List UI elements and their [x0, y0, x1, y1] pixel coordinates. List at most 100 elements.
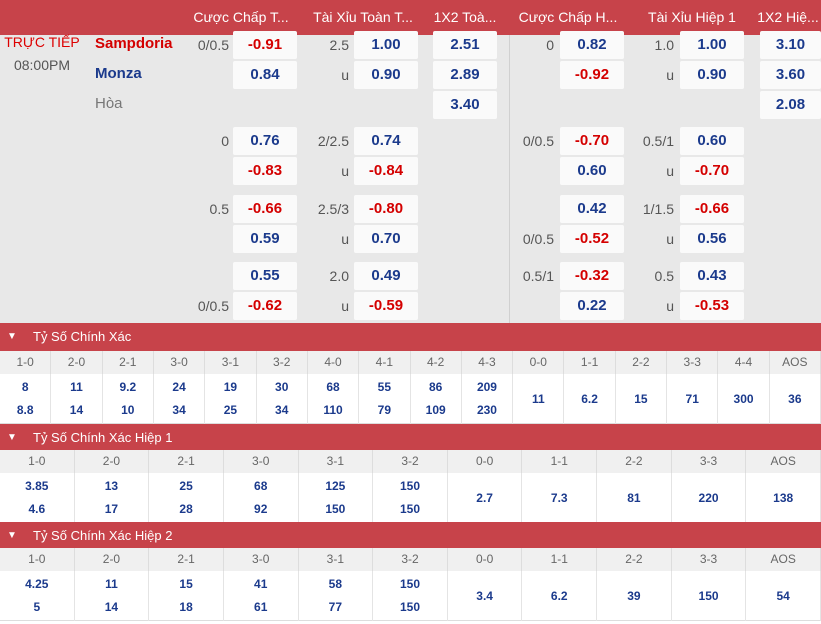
score-odds-cell[interactable]: 11 14 — [75, 571, 150, 621]
odds-value-home[interactable]: 58 — [328, 577, 343, 591]
odds-value-away[interactable]: 61 — [254, 600, 268, 614]
odds-value-away[interactable]: 150 — [399, 600, 420, 614]
odds-cell[interactable]: 0.43 — [680, 262, 744, 290]
odds-cell[interactable]: 0.76 — [233, 127, 297, 155]
score-odds-cell[interactable]: 68 110 — [308, 374, 360, 424]
odds-value-home[interactable]: 9.2 — [119, 380, 137, 394]
odds-value-away[interactable]: 92 — [254, 502, 268, 516]
home-team[interactable]: Sampdoria — [95, 35, 173, 52]
odds-value-away[interactable]: 14 — [104, 600, 119, 614]
odds-value-home[interactable]: 125 — [325, 479, 346, 493]
section-correct-score[interactable]: ▼ Tỷ Số Chính Xác — [0, 323, 821, 351]
odds-cell[interactable]: -0.91 — [233, 31, 297, 59]
odds-value[interactable]: 6.2 — [581, 392, 598, 406]
odds-cell[interactable]: 3.10 — [760, 31, 821, 59]
odds-value[interactable]: 11 — [531, 392, 545, 406]
odds-cell[interactable]: 3.60 — [760, 61, 821, 89]
odds-value[interactable]: 2.7 — [476, 491, 493, 505]
score-odds-cell[interactable]: 41 61 — [224, 571, 299, 621]
odds-cell[interactable]: 3.40 — [433, 91, 497, 119]
score-odds-cell[interactable]: 30 34 — [257, 374, 308, 424]
odds-value-away[interactable]: 34 — [172, 403, 186, 417]
score-odds-cell[interactable]: 150 — [672, 571, 747, 621]
odds-value-home[interactable]: 11 — [70, 380, 83, 394]
odds-value[interactable]: 3.4 — [476, 589, 493, 603]
score-odds-cell[interactable]: 125 150 — [299, 473, 374, 523]
odds-cell[interactable]: 0.56 — [680, 225, 744, 253]
odds-cell[interactable]: 0.70 — [354, 225, 418, 253]
odds-value-home[interactable]: 19 — [223, 380, 238, 394]
odds-cell[interactable]: 2.89 — [433, 61, 497, 89]
odds-value-home[interactable]: 24 — [172, 380, 186, 394]
odds-value-away[interactable]: 34 — [275, 403, 289, 417]
odds-cell[interactable]: -0.92 — [560, 61, 624, 89]
odds-value[interactable]: 71 — [685, 392, 699, 406]
score-odds-cell[interactable]: 15 18 — [149, 571, 224, 621]
odds-cell[interactable]: -0.32 — [560, 262, 624, 290]
odds-value-away[interactable]: 18 — [179, 600, 193, 614]
odds-value-home[interactable]: 13 — [104, 479, 119, 493]
score-odds-cell[interactable]: 3.4 — [448, 571, 523, 621]
odds-cell[interactable]: 0.90 — [680, 61, 744, 89]
col-handicap-ft[interactable]: Cược Chấp T... — [193, 9, 289, 25]
section-correct-score-h2[interactable]: ▼ Tỷ Số Chính Xác Hiệp 2 — [0, 522, 821, 550]
odds-value[interactable]: 300 — [733, 392, 754, 406]
odds-cell[interactable]: 2.08 — [760, 91, 821, 119]
odds-value[interactable]: 6.2 — [550, 589, 568, 603]
odds-cell[interactable]: -0.83 — [233, 157, 297, 185]
score-odds-cell[interactable]: 8 8.8 — [0, 374, 52, 424]
odds-value-away[interactable]: 8.8 — [16, 403, 34, 417]
score-odds-cell[interactable]: 3.85 4.6 — [0, 473, 75, 523]
odds-cell[interactable]: 1.00 — [354, 31, 418, 59]
odds-value-away[interactable]: 5 — [33, 600, 41, 614]
score-odds-cell[interactable]: 36 — [770, 374, 821, 424]
score-odds-cell[interactable]: 7.3 — [522, 473, 598, 523]
odds-value-away[interactable]: 14 — [69, 403, 84, 417]
odds-value-home[interactable]: 55 — [377, 380, 392, 394]
odds-value-home[interactable]: 25 — [179, 479, 193, 493]
odds-cell[interactable]: -0.84 — [354, 157, 418, 185]
score-odds-cell[interactable]: 11 14 — [51, 374, 103, 424]
score-odds-cell[interactable]: 55 79 — [359, 374, 411, 424]
score-odds-cell[interactable]: 220 — [672, 473, 747, 523]
score-odds-cell[interactable]: 39 — [597, 571, 672, 621]
odds-cell[interactable]: -0.70 — [680, 157, 744, 185]
odds-value-home[interactable]: 68 — [254, 479, 268, 493]
score-odds-cell[interactable]: 4.25 5 — [0, 571, 75, 621]
odds-value[interactable]: 39 — [627, 589, 641, 603]
section-correct-score-h1[interactable]: ▼ Tỷ Số Chính Xác Hiệp 1 — [0, 424, 821, 452]
odds-cell[interactable]: -0.80 — [354, 195, 418, 223]
score-odds-cell[interactable]: 6.2 — [564, 374, 616, 424]
score-odds-cell[interactable]: 11 — [513, 374, 565, 424]
score-odds-cell[interactable]: 19 25 — [205, 374, 257, 424]
col-1x2-ft[interactable]: 1X2 Toà... — [433, 9, 497, 25]
odds-value-away[interactable]: 10 — [121, 403, 135, 417]
score-odds-cell[interactable]: 68 92 — [224, 473, 299, 523]
odds-value-away[interactable]: 79 — [377, 403, 392, 417]
odds-value-home[interactable]: 41 — [254, 577, 268, 591]
odds-cell[interactable]: 0.59 — [233, 225, 297, 253]
odds-value-away[interactable]: 25 — [223, 403, 238, 417]
odds-cell[interactable]: 0.74 — [354, 127, 418, 155]
odds-value-home[interactable]: 150 — [399, 479, 420, 493]
odds-value-home[interactable]: 30 — [275, 380, 289, 394]
odds-value-home[interactable]: 209 — [476, 380, 497, 394]
odds-cell[interactable]: 0.42 — [560, 195, 624, 223]
score-odds-cell[interactable]: 15 — [616, 374, 668, 424]
odds-cell[interactable]: 0.22 — [560, 292, 624, 320]
col-over-under-h1[interactable]: Tài Xỉu Hiệp 1 — [648, 9, 736, 25]
odds-value[interactable]: 7.3 — [550, 491, 568, 505]
odds-cell[interactable]: -0.52 — [560, 225, 624, 253]
odds-cell[interactable]: -0.66 — [680, 195, 744, 223]
odds-value-home[interactable]: 86 — [428, 380, 443, 394]
score-odds-cell[interactable]: 138 — [746, 473, 821, 523]
odds-value[interactable]: 220 — [698, 491, 719, 505]
odds-cell[interactable]: 0.49 — [354, 262, 418, 290]
score-odds-cell[interactable]: 24 34 — [154, 374, 206, 424]
odds-value-home[interactable]: 3.85 — [25, 479, 49, 493]
odds-cell[interactable]: -0.59 — [354, 292, 418, 320]
odds-value-home[interactable]: 150 — [399, 577, 420, 591]
score-odds-cell[interactable]: 300 — [718, 374, 770, 424]
odds-value-home[interactable]: 11 — [105, 577, 118, 591]
odds-cell[interactable]: 2.51 — [433, 31, 497, 59]
